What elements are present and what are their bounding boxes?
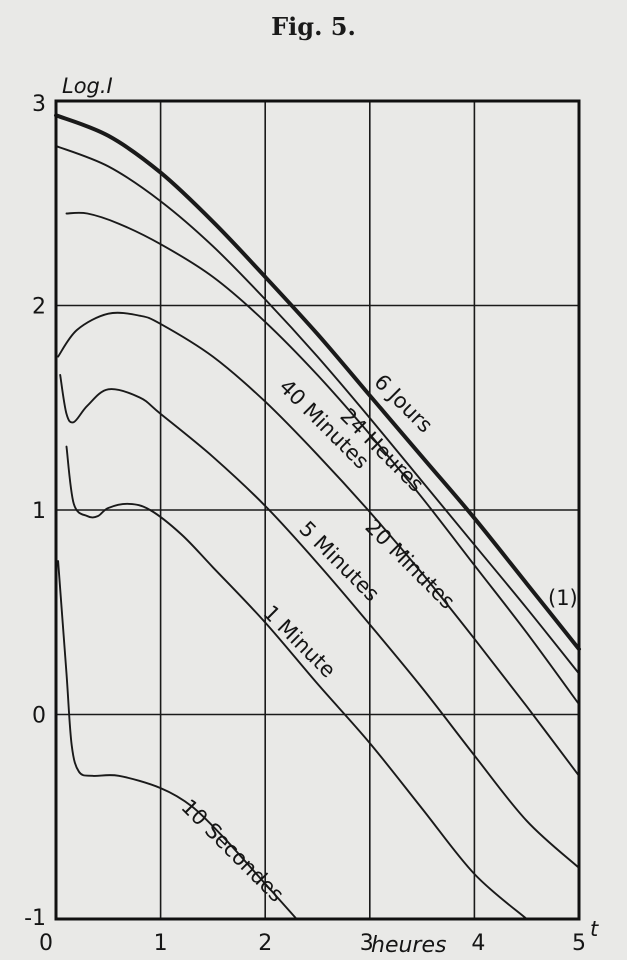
series-line-24-heures xyxy=(55,145,580,675)
series-line-10-secondes xyxy=(57,560,298,920)
curve-label-10-secondes: 10 Secondes xyxy=(176,795,288,907)
x-tick-label-4: 4 xyxy=(471,931,485,956)
x-axis-label: t xyxy=(590,917,599,941)
x-tick-label-2: 2 xyxy=(258,931,272,956)
figure-title: Fig. 5. xyxy=(271,12,356,41)
y-tick-label-2: 2 xyxy=(32,295,46,320)
series-line-20-minutes xyxy=(65,211,580,706)
y-axis-label: Log.I xyxy=(62,74,113,98)
series-line-1-minute xyxy=(65,445,528,920)
series-line-40-minutes xyxy=(57,311,580,777)
series-line-6-jours xyxy=(54,113,581,652)
curve-label-6-jours-ref: (1) xyxy=(548,586,578,610)
x-tick-label-0: 0 xyxy=(39,931,53,956)
y-tick-label-3: 3 xyxy=(32,92,46,117)
curve-label-20-minutes: 20 Minutes xyxy=(360,515,459,614)
x-tick-label-5: 5 xyxy=(572,931,586,956)
series-lines xyxy=(54,113,581,920)
series-line-5-minutes xyxy=(59,374,580,869)
curve-label-6-jours: 6 Jours xyxy=(369,370,437,438)
y-tick-label-0: 0 xyxy=(32,704,46,729)
y-tick-label--1: -1 xyxy=(24,906,46,931)
x-tick-label-1: 1 xyxy=(154,931,168,956)
grid xyxy=(56,101,579,919)
plot-frame xyxy=(54,99,581,921)
x-tick-label-3: 3 xyxy=(360,931,374,956)
curve-label-1-minute: 1 Minute xyxy=(258,601,340,683)
y-tick-label-1: 1 xyxy=(32,499,46,524)
x-unit-label: heures xyxy=(371,933,446,958)
